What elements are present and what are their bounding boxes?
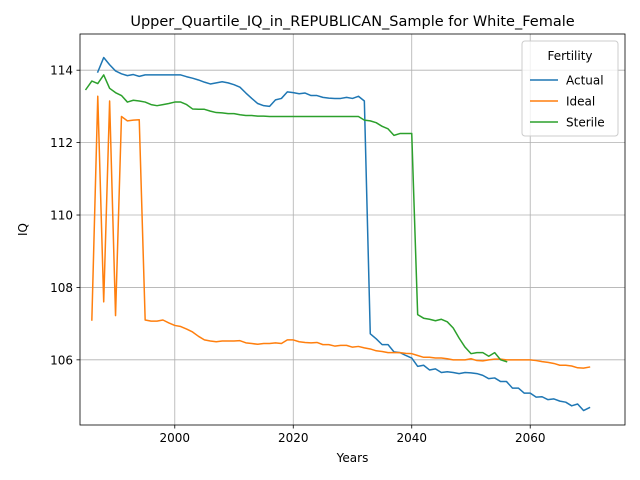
- x-tick-label: 2060: [515, 431, 546, 445]
- y-tick-label: 114: [50, 64, 73, 78]
- legend-label-sterile: Sterile: [566, 116, 605, 130]
- x-axis-label: Years: [336, 451, 369, 465]
- y-tick-label: 108: [50, 281, 73, 295]
- y-tick-label: 110: [50, 209, 73, 223]
- legend-label-actual: Actual: [566, 74, 604, 88]
- y-tick-label: 112: [50, 136, 73, 150]
- x-tick-label: 2000: [160, 431, 191, 445]
- legend-title: Fertility: [547, 49, 592, 63]
- y-axis-label: IQ: [16, 223, 30, 236]
- x-tick-label: 2040: [396, 431, 427, 445]
- chart-title: Upper_Quartile_IQ_in_REPUBLICAN_Sample f…: [130, 14, 574, 30]
- y-tick-label: 106: [50, 353, 73, 367]
- legend-label-ideal: Ideal: [566, 95, 595, 109]
- x-tick-label: 2020: [278, 431, 309, 445]
- legend: Fertility Actual Ideal Sterile: [522, 41, 618, 136]
